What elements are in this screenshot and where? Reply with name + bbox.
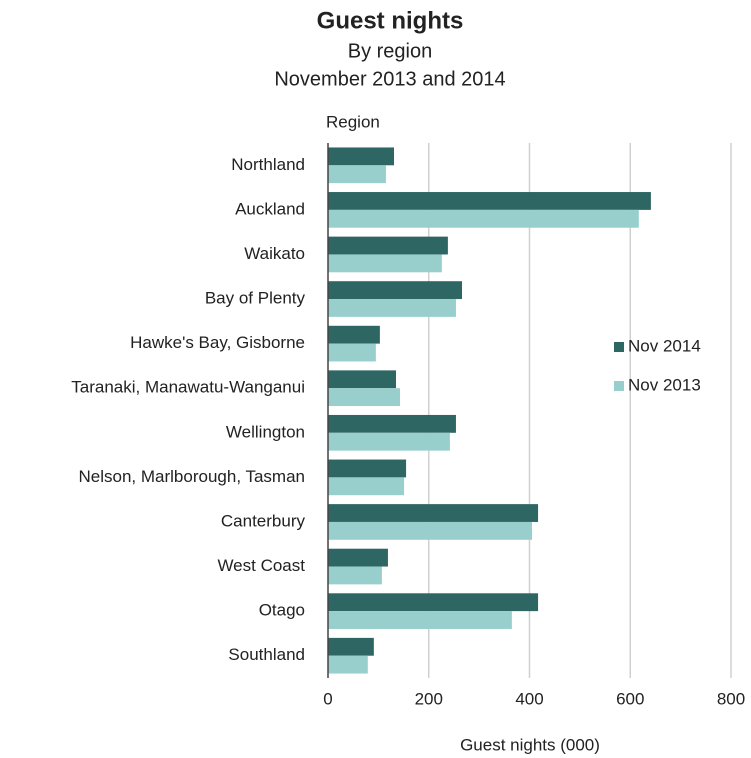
bar: [328, 566, 382, 585]
bar: [328, 192, 651, 210]
x-tick-label: 800: [717, 689, 745, 708]
bar: [328, 637, 374, 656]
y-tick-label: Wellington: [226, 422, 305, 441]
bar: [328, 388, 401, 407]
bar: [328, 504, 539, 522]
bar: [328, 548, 388, 567]
legend-swatch: [614, 342, 624, 352]
y-tick-label: Bay of Plenty: [205, 289, 306, 308]
bar: [328, 477, 405, 496]
bar: [328, 325, 380, 344]
y-tick-label: Northland: [231, 155, 305, 174]
bar: [328, 147, 394, 166]
legend-label: Nov 2014: [628, 336, 701, 355]
bar: [328, 236, 448, 255]
y-tick-label: Southland: [228, 645, 305, 664]
y-tick-label: Auckland: [235, 199, 305, 218]
bar: [328, 655, 368, 674]
x-tick-label: 0: [323, 689, 332, 708]
bar: [328, 209, 639, 228]
bar: [328, 414, 456, 433]
bar: [328, 370, 397, 389]
legend-label: Nov 2013: [628, 375, 701, 394]
bar: [328, 281, 462, 300]
bar: [328, 165, 386, 184]
x-tick-label: 200: [415, 689, 443, 708]
y-tick-label: Taranaki, Manawatu-Wanganui: [71, 378, 305, 397]
y-tick-label: Waikato: [244, 244, 305, 263]
bar: [328, 521, 533, 540]
x-axis-label: Guest nights (000): [460, 735, 600, 754]
bar: [328, 343, 376, 362]
chart-subtitle: By region: [348, 40, 433, 62]
legend-swatch: [614, 381, 624, 391]
bar: [328, 459, 407, 478]
chart-subtitle: November 2013 and 2014: [274, 68, 505, 90]
x-tick-label: 400: [515, 689, 543, 708]
x-tick-label: 600: [616, 689, 644, 708]
y-tick-label: Otago: [259, 601, 305, 620]
y-tick-label: Nelson, Marlborough, Tasman: [79, 467, 305, 486]
y-tick-label: Canterbury: [221, 511, 306, 530]
y-tick-label: West Coast: [217, 556, 305, 575]
bar: [328, 611, 512, 629]
chart-title: Guest nights: [317, 7, 464, 34]
bar: [328, 254, 442, 273]
y-axis-label: Region: [326, 112, 380, 131]
bar: [328, 299, 456, 317]
y-tick-label: Hawke's Bay, Gisborne: [130, 333, 305, 352]
bar: [328, 593, 539, 612]
bar: [328, 432, 450, 451]
